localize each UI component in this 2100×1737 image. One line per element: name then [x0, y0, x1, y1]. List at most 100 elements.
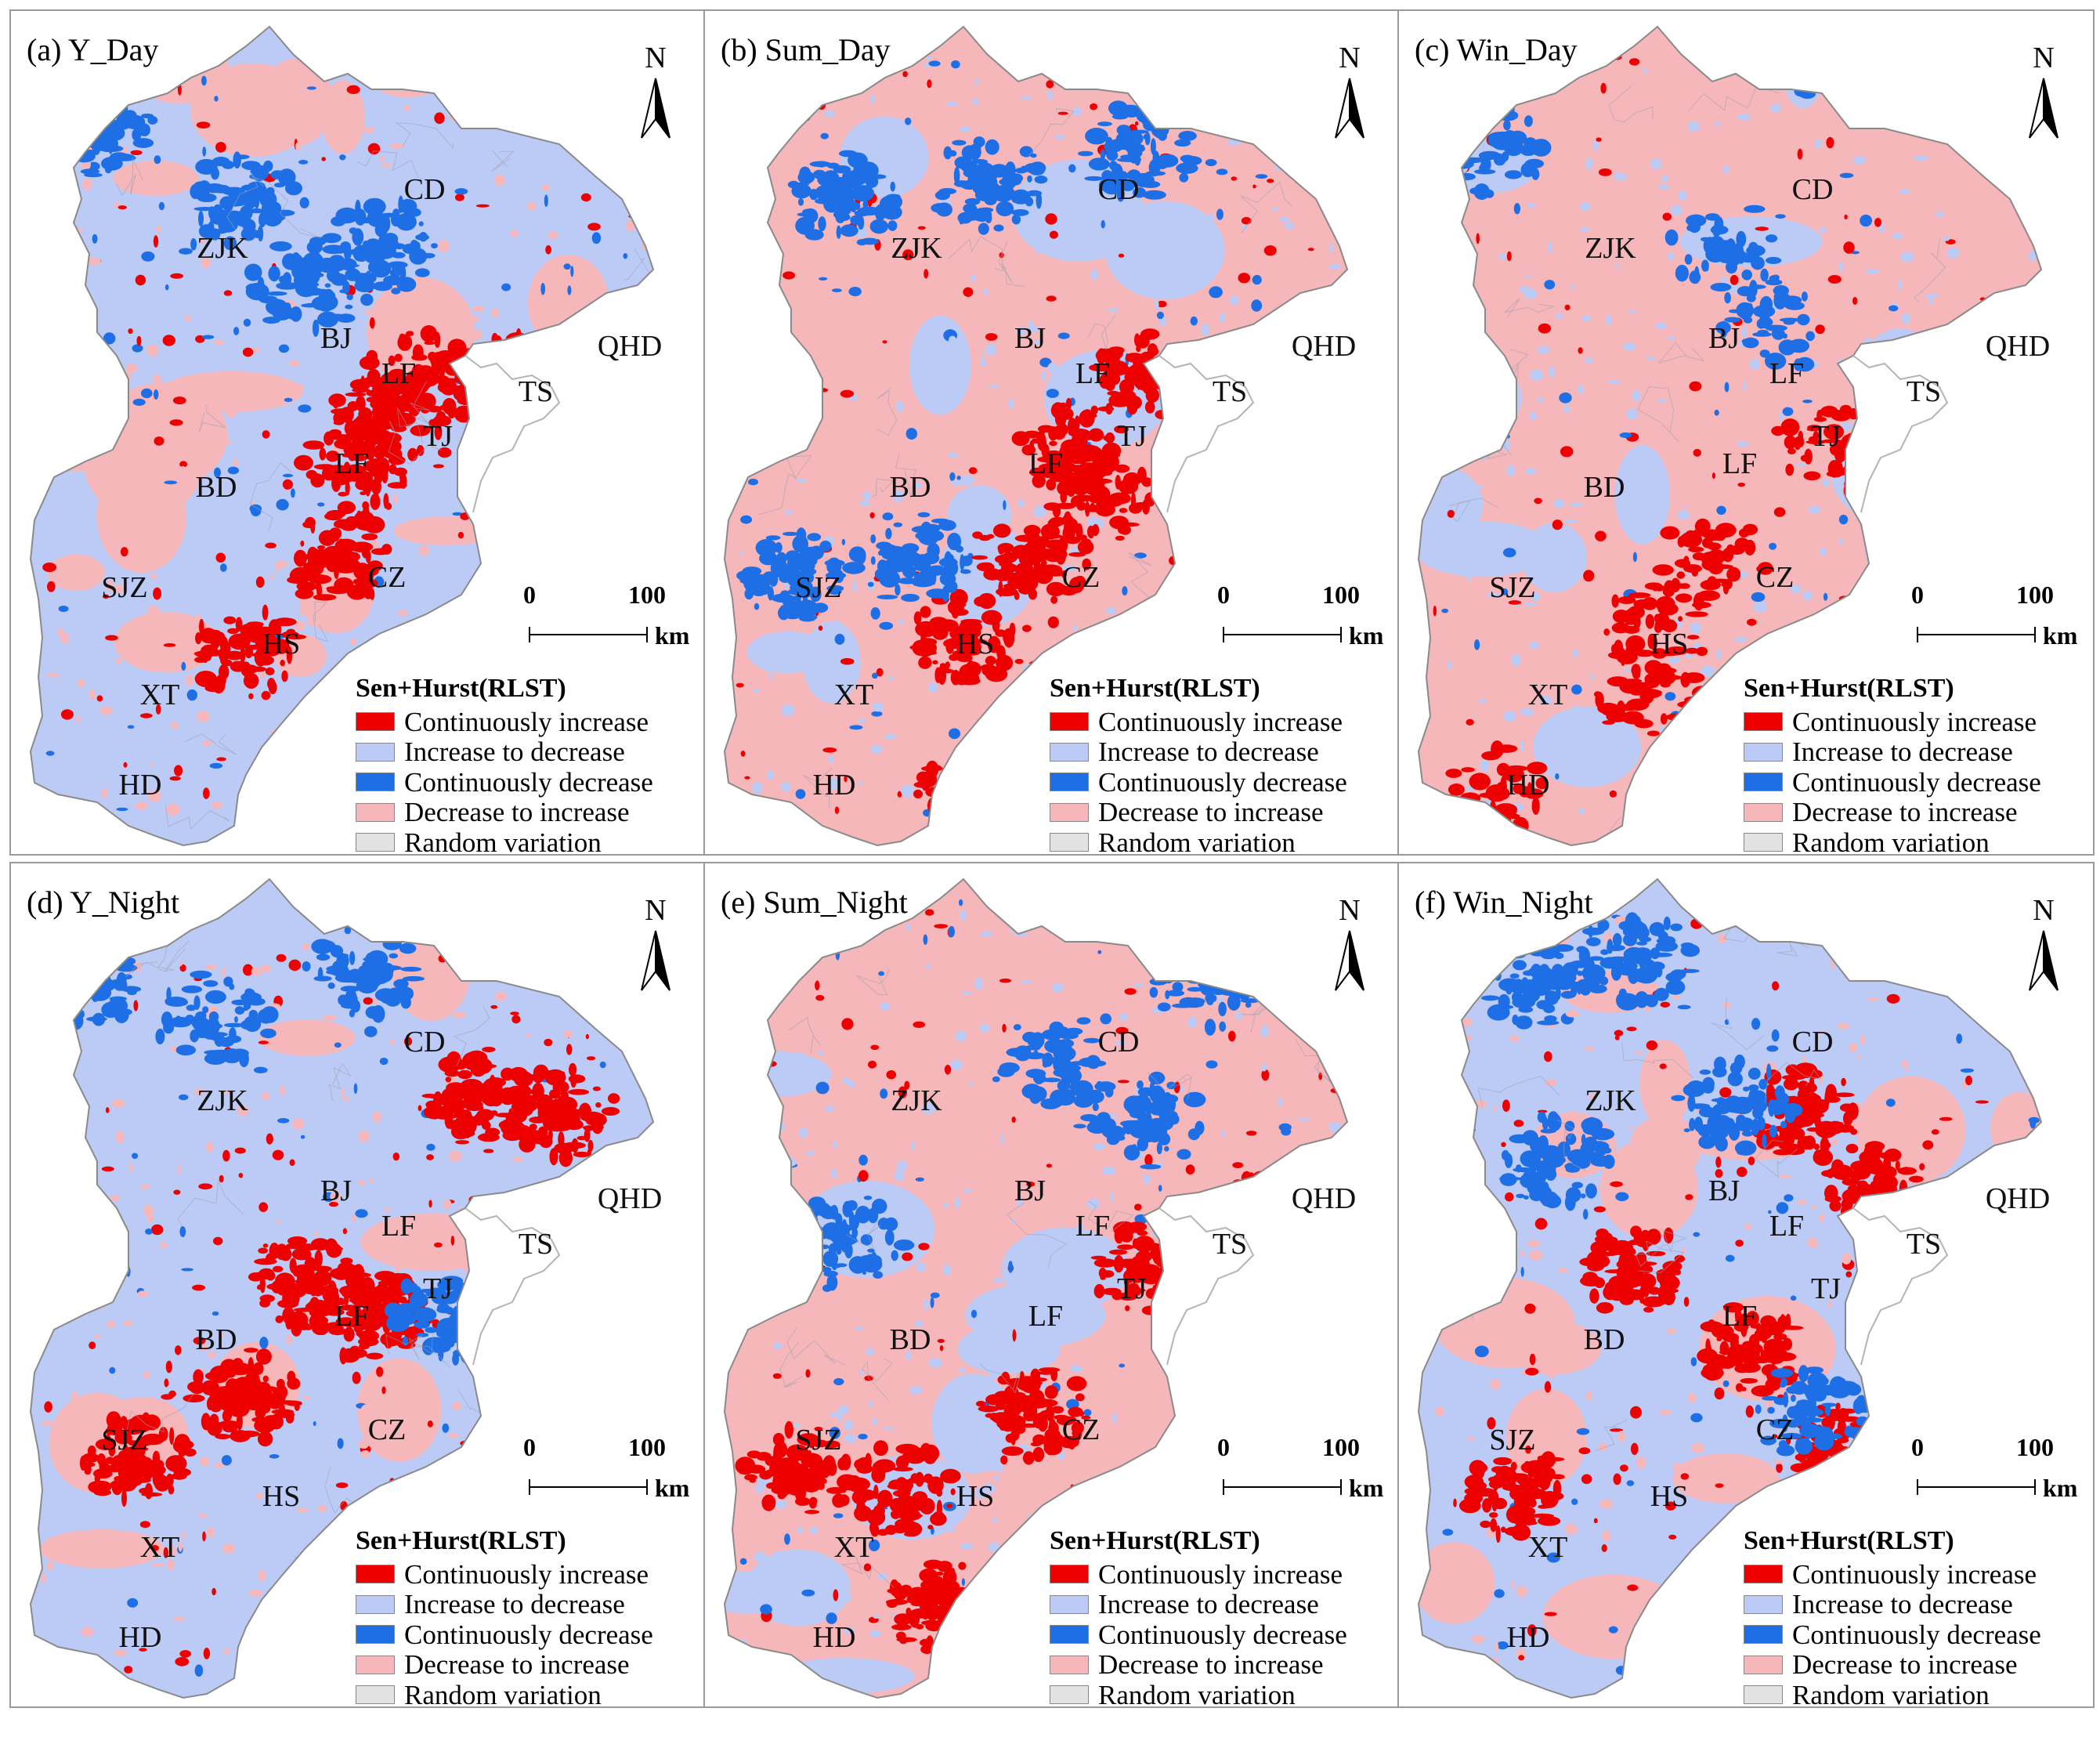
alt-trend-patch [957, 1323, 1061, 1375]
decrease-patch [1710, 283, 1732, 291]
decrease-patch [38, 957, 55, 971]
decrease-patch [777, 564, 793, 578]
increase-patch [153, 235, 159, 248]
increase-patch [179, 1650, 191, 1658]
increase-patch [605, 433, 613, 441]
alt-trend-patch [619, 145, 624, 156]
alt-trend-patch [217, 107, 227, 115]
increase-patch [298, 792, 312, 801]
increase-patch [1674, 786, 1678, 792]
decrease-patch [522, 1511, 532, 1522]
alt-trend-patch [154, 1410, 160, 1414]
increase-patch [927, 797, 938, 815]
decrease-patch [242, 229, 260, 238]
alt-trend-patch [1876, 89, 1882, 100]
decrease-patch [132, 1153, 139, 1160]
decrease-patch [45, 993, 54, 1008]
decrease-patch [890, 181, 895, 192]
alt-trend-patch [199, 236, 205, 244]
increase-patch [943, 835, 961, 841]
alt-trend-patch [202, 740, 212, 747]
alt-trend-patch [1169, 110, 1175, 116]
decrease-patch [509, 1213, 517, 1219]
decrease-patch [175, 921, 181, 928]
increase-patch [1679, 583, 1690, 589]
increase-patch [267, 678, 276, 690]
increase-patch [179, 964, 186, 972]
alt-trend-patch [39, 130, 49, 139]
decrease-patch [749, 820, 761, 827]
increase-patch [1090, 502, 1096, 512]
increase-patch [1082, 558, 1091, 570]
decrease-patch [835, 949, 840, 961]
increase-patch [541, 1069, 566, 1076]
increase-patch [477, 1133, 500, 1142]
decrease-patch [1773, 285, 1789, 296]
increase-patch [1022, 624, 1032, 632]
decrease-patch [312, 273, 324, 278]
decrease-patch [288, 183, 302, 192]
increase-patch [985, 833, 994, 845]
increase-patch [211, 1587, 216, 1596]
increase-patch [1072, 480, 1090, 496]
increase-patch [258, 1040, 269, 1044]
decrease-patch [767, 586, 774, 601]
decrease-patch [626, 1042, 639, 1052]
increase-patch [1267, 179, 1274, 183]
increase-patch [139, 1521, 150, 1529]
alt-trend-patch [974, 78, 978, 85]
increase-patch [266, 1133, 273, 1145]
alt-trend-patch [205, 1141, 214, 1153]
increase-patch [1307, 248, 1314, 252]
alt-trend-patch [233, 458, 238, 469]
increase-patch [988, 809, 1004, 817]
increase-patch [275, 1411, 295, 1418]
decrease-patch [321, 233, 342, 244]
decrease-patch [1523, 115, 1533, 128]
decrease-patch [849, 725, 863, 730]
decrease-patch [1156, 311, 1164, 320]
increase-patch [463, 1087, 472, 1099]
decrease-patch [1127, 147, 1143, 158]
decrease-patch [1810, 40, 1834, 56]
north-arrow-icon: N [641, 42, 670, 139]
increase-patch [1119, 508, 1128, 513]
alt-trend-patch [609, 660, 614, 666]
alt-trend-patch [628, 509, 634, 519]
increase-patch [985, 656, 996, 666]
admin-boundary [871, 478, 895, 498]
decrease-patch [931, 569, 937, 585]
city-label-tj: TJ [1117, 420, 1147, 453]
admin-boundary [164, 804, 230, 830]
alt-trend-patch [452, 1402, 461, 1410]
decrease-patch [1787, 34, 1795, 47]
alt-trend-patch [1607, 379, 1621, 384]
alt-trend-patch [562, 458, 574, 466]
increase-patch [486, 341, 501, 356]
increase-patch [1021, 444, 1036, 456]
increase-patch [1700, 579, 1721, 591]
decrease-patch [346, 46, 359, 52]
increase-patch [334, 563, 339, 579]
increase-patch [980, 664, 995, 671]
increase-patch [571, 1138, 579, 1153]
increase-patch [434, 424, 443, 440]
coastline [1852, 355, 1949, 513]
increase-patch [1003, 628, 1015, 646]
increase-patch [260, 1417, 274, 1433]
increase-patch [251, 1371, 257, 1388]
increase-patch [454, 194, 464, 201]
city-label-lf: LF [381, 1210, 416, 1243]
alt-trend-patch [615, 389, 629, 396]
decrease-patch [339, 289, 348, 294]
decrease-patch [910, 553, 920, 558]
decrease-patch [851, 185, 875, 202]
increase-patch [230, 1384, 238, 1393]
decrease-patch [322, 244, 345, 255]
increase-patch [844, 775, 848, 783]
increase-patch [369, 458, 381, 463]
alt-trend-patch [1857, 366, 1861, 378]
decrease-patch [377, 965, 393, 982]
alt-trend-patch [869, 95, 876, 103]
increase-patch [198, 1183, 213, 1190]
